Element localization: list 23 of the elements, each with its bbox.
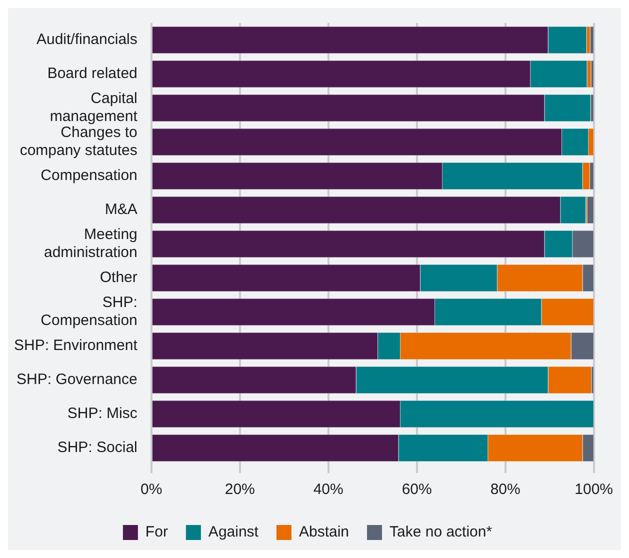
legend-label: For bbox=[145, 524, 168, 541]
y-tick-label: SHP: Compensation bbox=[40, 294, 138, 330]
x-tick-label: 40% bbox=[313, 481, 344, 498]
x-tick-label: 100% bbox=[574, 481, 614, 498]
legend-label: Take no action* bbox=[390, 524, 492, 541]
x-tick-label: 60% bbox=[402, 481, 432, 498]
y-tick-label: SHP: Misc bbox=[67, 405, 138, 422]
y-tick-label: SHP: Environment bbox=[14, 337, 138, 354]
y-tick-label: Other bbox=[100, 269, 138, 286]
y-tick-label: Capital management bbox=[50, 90, 138, 126]
y-tick-label: Changes to company statutes bbox=[20, 124, 138, 160]
y-tick-label: SHP: Social bbox=[57, 439, 138, 456]
x-tick-label: 0% bbox=[140, 481, 162, 498]
x-tick-label: 80% bbox=[490, 481, 520, 498]
y-tick-label: Meeting administration bbox=[44, 226, 138, 262]
y-tick-label: Board related bbox=[47, 65, 138, 82]
y-tick-label: M&A bbox=[104, 201, 138, 218]
y-tick-label: Audit/financials bbox=[36, 31, 138, 48]
legend-label: Against bbox=[208, 524, 260, 541]
y-tick-label: SHP: Governance bbox=[16, 371, 138, 388]
legend-label: Abstain bbox=[298, 524, 350, 541]
x-tick-label: 20% bbox=[224, 481, 255, 498]
y-tick-label: Compensation bbox=[40, 167, 138, 184]
